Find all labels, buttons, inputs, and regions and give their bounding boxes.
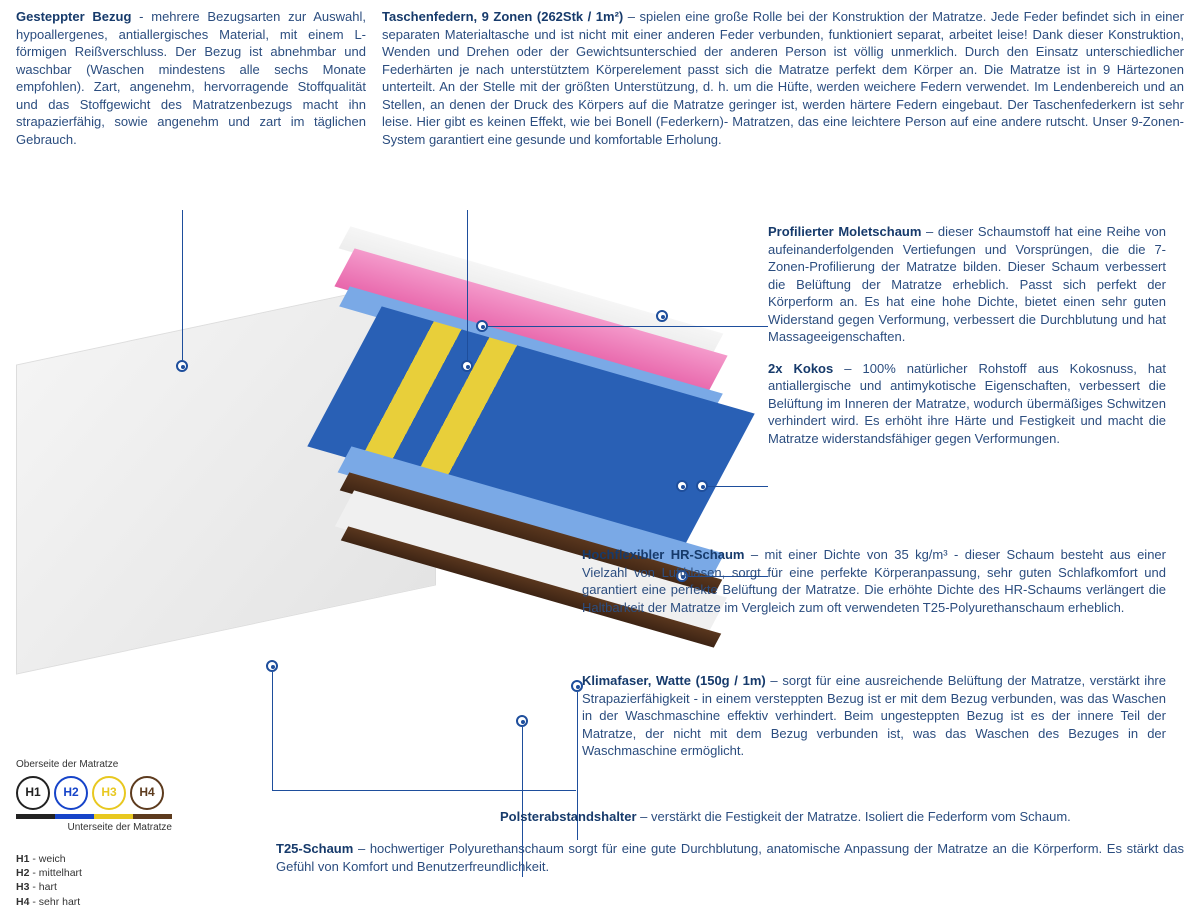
marker-molet: [476, 320, 488, 332]
legend-h4-code: H4: [16, 896, 29, 908]
legend-h1-code: H1: [16, 853, 29, 865]
sep: –: [623, 9, 639, 24]
legend-h3-circle: H3: [92, 776, 126, 810]
legend-hardness-list: H1 - weich H2 - mittelhart H3 - hart H4 …: [16, 852, 172, 909]
title-bezug: Gesteppter Bezug: [16, 9, 131, 24]
section-bezug: Gesteppter Bezug - mehrere Bezugsarten z…: [16, 8, 366, 148]
legend-h1-circle: H1: [16, 776, 50, 810]
right-column: Profilierter Moletschaum – dieser Schaum…: [768, 223, 1184, 462]
legend-gradient-bar: [16, 814, 172, 819]
section-polster-wrap: Polsterabstandshalter – verstärkt die Fe…: [500, 808, 1184, 832]
body-polster: verstärkt die Festigkeit der Matratze. I…: [651, 809, 1071, 824]
legend-circles: H1 H2 H3 H4: [16, 776, 172, 810]
legend-h2-label: mittelhart: [39, 867, 82, 879]
legend-h4-circle: H4: [130, 776, 164, 810]
legend-h4: H4 - sehr hart: [16, 895, 172, 909]
section-hr-wrap: Hochflexibler HR-Schaum – mit einer Dich…: [582, 546, 1184, 630]
legend-bottom-label: Unterseite der Matratze: [16, 821, 172, 835]
legend-h3: H3 - hart: [16, 880, 172, 894]
legend-h2-circle: H2: [54, 776, 88, 810]
sep: –: [766, 673, 783, 688]
sep: –: [353, 841, 370, 856]
marker-klima: [266, 660, 278, 672]
legend-h2: H2 - mittelhart: [16, 866, 172, 880]
leader-klima-v: [272, 672, 273, 790]
section-t25: T25-Schaum – hochwertiger Polyurethansch…: [276, 840, 1184, 875]
leader-molet: [488, 326, 768, 327]
body-molet: dieser Schaumstoff hat eine Reihe von au…: [768, 224, 1166, 344]
body-t25: hochwertiger Polyurethanschaum sorgt für…: [276, 841, 1184, 874]
marker-t25: [516, 715, 528, 727]
section-polster: Polsterabstandshalter – verstärkt die Fe…: [500, 808, 1166, 826]
legend-h2-code: H2: [16, 867, 29, 879]
title-taschenfedern: Taschenfedern, 9 Zonen (262Stk / 1m²): [382, 9, 623, 24]
title-polster: Polsterabstandshalter: [500, 809, 637, 824]
body-taschenfedern: spielen eine große Rolle bei der Konstru…: [382, 9, 1184, 147]
sep: –: [637, 809, 651, 824]
title-kokos: 2x Kokos: [768, 361, 833, 376]
title-klima: Klimafaser, Watte (150g / 1m): [582, 673, 766, 688]
section-klima-wrap: Klimafaser, Watte (150g / 1m) – sorgt fü…: [582, 672, 1184, 774]
sep: –: [833, 361, 862, 376]
section-hr: Hochflexibler HR-Schaum – mit einer Dich…: [582, 546, 1166, 616]
sep: -: [131, 9, 151, 24]
legend-h4-label: sehr hart: [39, 896, 80, 908]
title-molet: Profilierter Moletschaum: [768, 224, 921, 239]
section-t25-wrap: T25-Schaum – hochwertiger Polyurethansch…: [276, 840, 1184, 889]
body-bezug: mehrere Bezugsarten zur Auswahl, hypoall…: [16, 9, 366, 147]
section-klima: Klimafaser, Watte (150g / 1m) – sorgt fü…: [582, 672, 1166, 760]
marker-springs: [461, 360, 473, 372]
leader-kokos: [708, 486, 768, 487]
legend-h3-code: H3: [16, 881, 29, 893]
section-kokos: 2x Kokos – 100% natürlicher Rohstoff aus…: [768, 360, 1166, 448]
hardness-legend: Oberseite der Matratze H1 H2 H3 H4 Unter…: [16, 758, 172, 909]
leader-springs: [467, 210, 468, 360]
mattress-diagram: [16, 240, 756, 720]
legend-h1-label: weich: [39, 853, 66, 865]
leader-klima-h: [272, 790, 576, 791]
marker-kokos-b: [696, 480, 708, 492]
sep: –: [921, 224, 937, 239]
leader-bezug: [182, 210, 183, 360]
section-molet: Profilierter Moletschaum – dieser Schaum…: [768, 223, 1166, 346]
legend-top-label: Oberseite der Matratze: [16, 758, 172, 772]
legend-h3-label: hart: [39, 881, 57, 893]
sep: –: [744, 547, 764, 562]
marker-bezug: [176, 360, 188, 372]
top-row: Gesteppter Bezug - mehrere Bezugsarten z…: [0, 0, 1200, 152]
title-t25: T25-Schaum: [276, 841, 353, 856]
marker-kokos-a: [676, 480, 688, 492]
title-hr: Hochflexibler HR-Schaum: [582, 547, 744, 562]
marker-molet2: [656, 310, 668, 322]
legend-h1: H1 - weich: [16, 852, 172, 866]
section-taschenfedern: Taschenfedern, 9 Zonen (262Stk / 1m²) – …: [382, 8, 1184, 148]
